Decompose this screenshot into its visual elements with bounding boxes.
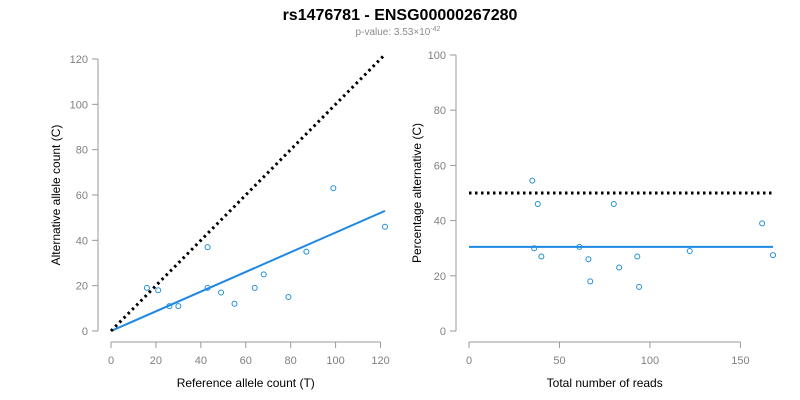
left-y-tick-label: 0 bbox=[82, 326, 88, 338]
right-y-axis-label: Percentage alternative (C) bbox=[410, 123, 424, 263]
right-data-point bbox=[636, 283, 643, 290]
right-data-point bbox=[686, 247, 693, 254]
left-x-axis-label: Reference allele count (T) bbox=[177, 376, 315, 390]
left-y-tick-label: 20 bbox=[76, 281, 88, 293]
right-data-point bbox=[531, 245, 538, 252]
right-data-point bbox=[770, 252, 776, 259]
pvalue-subtitle: p-value: 3.53×10-42 bbox=[356, 26, 441, 38]
right-data-point bbox=[534, 201, 541, 208]
right-data-point bbox=[585, 256, 592, 263]
right-y-tick-label: 0 bbox=[440, 326, 446, 338]
left-x-tick-label: 20 bbox=[150, 355, 162, 367]
left-data-point bbox=[330, 185, 337, 192]
right-data-point bbox=[759, 220, 766, 227]
right-x-tick-label: 150 bbox=[731, 355, 749, 367]
left-x-tick-label: 100 bbox=[326, 355, 344, 367]
right-data-point bbox=[634, 253, 641, 260]
left-data-point bbox=[218, 289, 225, 296]
figure-title: rs1476781 - ENSG00000267280 bbox=[283, 7, 518, 24]
left-data-point bbox=[155, 287, 162, 294]
left-data-point bbox=[143, 284, 150, 291]
right-y-tick-label: 60 bbox=[434, 160, 446, 172]
right-x-axis-label: Total number of reads bbox=[547, 376, 663, 390]
right-data-point bbox=[529, 177, 536, 184]
right-x-tick-label: 100 bbox=[641, 355, 659, 367]
left-y-tick-label: 100 bbox=[70, 99, 88, 111]
pvalue-text: p-value: 3.53×10 bbox=[356, 27, 431, 38]
left-data-point bbox=[231, 300, 238, 307]
right-x-tick-label: 50 bbox=[553, 355, 565, 367]
left-x-tick-label: 120 bbox=[371, 355, 389, 367]
right-y-tick-label: 100 bbox=[428, 50, 446, 62]
left-x-tick-label: 80 bbox=[285, 355, 297, 367]
left-y-tick-label: 80 bbox=[76, 145, 88, 157]
right-data-point bbox=[587, 278, 594, 285]
right-y-tick-label: 80 bbox=[434, 105, 446, 117]
left-y-axis-label: Alternative allele count (C) bbox=[49, 125, 63, 266]
left-fit-line bbox=[110, 209, 386, 332]
left-y-tick-label: 120 bbox=[70, 54, 88, 66]
left-data-point bbox=[382, 223, 388, 230]
left-data-point bbox=[251, 284, 258, 291]
left-data-point bbox=[166, 303, 173, 310]
left-data-point bbox=[285, 294, 292, 300]
right-data-point bbox=[616, 264, 623, 271]
left-x-tick-label: 60 bbox=[240, 355, 252, 367]
left-data-point bbox=[204, 244, 211, 251]
right-y-tick-label: 20 bbox=[434, 271, 446, 283]
left-y-tick-label: 60 bbox=[76, 190, 88, 202]
left-x-tick-label: 0 bbox=[108, 355, 114, 367]
left-reference-line bbox=[109, 53, 387, 333]
left-data-point bbox=[303, 248, 310, 255]
right-y-tick-label: 40 bbox=[434, 216, 446, 228]
right-data-point bbox=[610, 201, 617, 208]
left-data-point bbox=[260, 271, 267, 278]
left-y-tick-label: 40 bbox=[76, 235, 88, 247]
right-x-tick-label: 0 bbox=[466, 355, 472, 367]
left-data-point bbox=[175, 303, 182, 310]
pvalue-exponent: -42 bbox=[430, 26, 440, 33]
right-data-point bbox=[538, 253, 545, 260]
right-scatter-plot: 0 20 40 60 80 100 0 50 100 150 Total number of rea… bbox=[410, 50, 776, 390]
left-data-point bbox=[204, 284, 211, 291]
left-x-tick-label: 40 bbox=[195, 355, 207, 367]
right-data-point bbox=[576, 243, 583, 250]
left-scatter-plot: 0 20 40 60 80 100 120 0 20 40 60 80 100 120 Reference … bbox=[49, 53, 390, 390]
